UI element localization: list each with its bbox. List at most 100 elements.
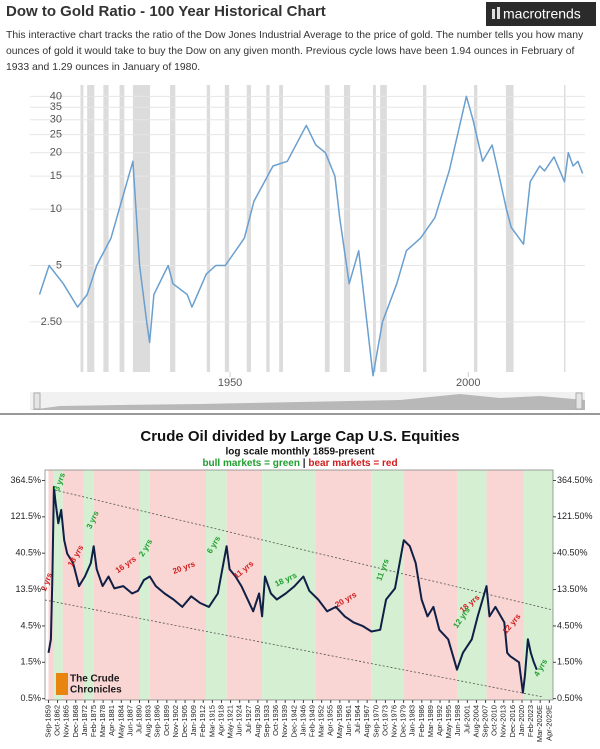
chart-title: Dow to Gold Ratio - 100 Year Historical …: [6, 3, 326, 20]
recession-band: [132, 85, 151, 372]
x-tick-label: May-1995: [444, 705, 453, 738]
x-tick-label: May-1884: [116, 705, 125, 738]
logo: macrotrends: [503, 6, 581, 22]
market-band: [486, 470, 524, 700]
recession-band: [246, 85, 252, 372]
x-tick-label: Oct-2010: [490, 705, 499, 736]
x-tick-label: Aug-1893: [144, 705, 153, 738]
x-tick-label: Dec-1942: [289, 705, 298, 738]
recession-band: [474, 85, 478, 372]
x-tick-label: Sep-1970: [371, 705, 380, 738]
line: [47, 485, 538, 694]
y-tick-label: 20: [50, 147, 62, 159]
recession-band: [80, 85, 84, 372]
recession-band: [206, 85, 211, 372]
x-tick-label: Apr-1918: [216, 705, 225, 736]
logo-box: [486, 2, 596, 26]
recession-band: [564, 85, 566, 372]
y2-tick-label: 364.50%: [557, 475, 593, 485]
y-tick-label: 15: [50, 170, 62, 182]
x-tick-label: Apr-1881: [107, 705, 116, 736]
x-tick-label: Feb-1912: [198, 705, 207, 737]
y-tick-label: 13.5%: [15, 584, 41, 594]
y-tick-label: 35: [50, 101, 62, 113]
x-tick-label: Aug-2004: [471, 705, 480, 738]
recession-band: [103, 85, 109, 372]
recession-band: [505, 85, 514, 372]
chart-subtitle: log scale monthly 1859-present: [226, 447, 376, 458]
market-band: [226, 470, 263, 700]
x-tick-label: Sep-1933: [262, 705, 271, 738]
x-tick-label: Feb-1986: [417, 705, 426, 737]
x-tick-label: Mar-1915: [207, 705, 216, 737]
x-tick-label: Mar-1878: [98, 705, 107, 737]
recession-band: [373, 85, 376, 372]
x-tick-label: Dec-1979: [399, 705, 408, 738]
market-band: [53, 470, 63, 700]
recession-band: [170, 85, 176, 372]
logo-icon: [56, 673, 68, 695]
navigator-handle[interactable]: [575, 392, 583, 410]
y-tick-label: 0.5%: [20, 693, 41, 703]
y2-tick-label: 121.50%: [557, 511, 593, 521]
y2-tick-label: 4.50%: [557, 620, 583, 630]
y2-tick-label: 0.50%: [557, 693, 583, 703]
x-tick-label: Feb-1875: [89, 705, 98, 737]
recession-band: [380, 85, 387, 372]
x-tick-label: Oct-1936: [271, 705, 280, 736]
market-band: [83, 470, 94, 700]
chart-title: Crude Oil divided by Large Cap U.S. Equi…: [140, 428, 459, 445]
x-tick-label: Jul-1964: [353, 705, 362, 734]
market-band: [457, 470, 487, 700]
y-tick-label: 5: [56, 259, 62, 271]
y-tick-label: 40.5%: [15, 548, 41, 558]
y2-tick-label: 40.50%: [557, 548, 588, 558]
recession-band: [119, 85, 125, 372]
recession-band: [423, 85, 427, 372]
y-tick-label: 30: [50, 114, 62, 126]
x-tick-label: Apr-1955: [326, 705, 335, 736]
y-tick-label: 2.50: [41, 316, 62, 328]
market-band: [205, 470, 227, 700]
x-tick-label: 1950: [218, 377, 242, 389]
legend: bull markets = green | bear markets = re…: [202, 458, 397, 469]
x-tick-label: 2000: [456, 377, 480, 389]
x-tick-label: Sep-2007: [481, 705, 490, 738]
x-tick-label: Jun-1924: [235, 705, 244, 736]
y-tick-label: 121.5%: [10, 511, 41, 521]
x-tick-label: Jan-1946: [298, 705, 307, 736]
x-tick-label: Oct-1862: [53, 705, 62, 736]
x-tick-label: Nov-2013: [499, 705, 508, 738]
recession-band: [279, 85, 283, 372]
x-tick-label: Mar-2026E: [535, 705, 544, 742]
y-tick-label: 1.5%: [20, 657, 41, 667]
x-tick-label: Aug-1967: [362, 705, 371, 738]
x-tick-label: Jul-2001: [462, 705, 471, 734]
x-tick-label: Mar-1952: [317, 705, 326, 737]
recession-band: [266, 85, 270, 372]
trend-line: [54, 489, 554, 611]
x-tick-label: Dec-1868: [71, 705, 80, 738]
x-tick-label: Apr-2029E: [544, 705, 553, 741]
logo-icon: [492, 9, 495, 19]
market-band: [371, 470, 404, 700]
x-tick-label: Nov-1865: [62, 705, 71, 738]
x-tick-label: Nov-1902: [171, 705, 180, 738]
x-tick-label: Dec-2016: [508, 705, 517, 738]
y-tick-label: 10: [50, 203, 62, 215]
navigator-handle[interactable]: [33, 392, 41, 410]
navigator-area: [30, 394, 585, 410]
market-band: [93, 470, 140, 700]
market-band: [523, 470, 553, 700]
x-tick-label: May-1958: [335, 705, 344, 738]
recession-band: [87, 85, 95, 372]
x-tick-label: Nov-1976: [389, 705, 398, 738]
market-band: [139, 470, 150, 700]
x-tick-label: Feb-2023: [526, 705, 535, 737]
y2-tick-label: 13.50%: [557, 584, 588, 594]
x-tick-label: Apr-1992: [435, 705, 444, 736]
x-tick-label: Oct-1973: [380, 705, 389, 736]
line: [38, 95, 584, 377]
